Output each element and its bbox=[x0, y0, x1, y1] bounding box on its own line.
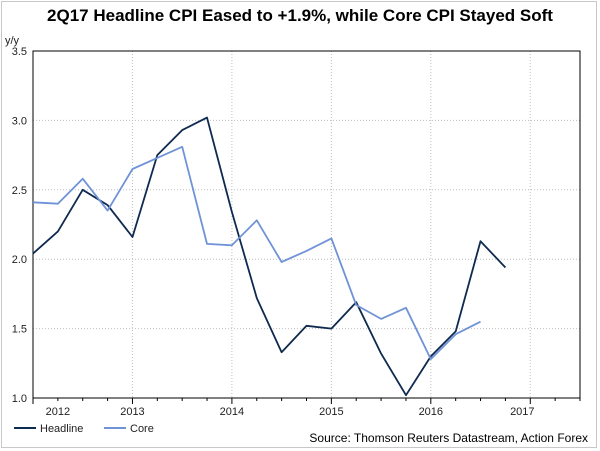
x-tick-label: 2013 bbox=[120, 406, 144, 418]
y-unit-label: y/y bbox=[5, 35, 20, 47]
y-tick-label: 1.0 bbox=[12, 393, 27, 405]
x-tick-label: 2017 bbox=[510, 406, 534, 418]
series-line-headline bbox=[32, 116, 507, 397]
y-axis: 3.5 3.0 2.5 2.0 1.5 1.0 bbox=[12, 46, 27, 405]
plot-area-border bbox=[32, 50, 581, 399]
x-axis: 2012 2013 2014 2015 2016 2017 bbox=[32, 398, 581, 418]
series-group bbox=[32, 116, 507, 397]
y-tick-label: 2.5 bbox=[12, 185, 27, 197]
grid-lines bbox=[33, 50, 580, 399]
x-tick-label: 2016 bbox=[419, 406, 443, 418]
legend-label-headline: Headline bbox=[40, 423, 83, 435]
source-note: Source: Thomson Reuters Datastream, Acti… bbox=[309, 431, 588, 445]
y-tick-label: 2.0 bbox=[12, 254, 27, 266]
legend-label-core: Core bbox=[130, 423, 154, 435]
x-tick-label: 2012 bbox=[46, 406, 70, 418]
y-tick-label: 3.0 bbox=[12, 115, 27, 127]
y-tick-label: 3.5 bbox=[12, 46, 27, 58]
x-tick-label: 2014 bbox=[220, 406, 244, 418]
series-line-core bbox=[32, 145, 481, 361]
legend: Headline Core bbox=[14, 423, 154, 435]
chart-title: 2Q17 Headline CPI Eased to +1.9%, while … bbox=[47, 6, 553, 25]
y-tick-label: 1.5 bbox=[12, 324, 27, 336]
x-tick-label: 2015 bbox=[319, 406, 343, 418]
